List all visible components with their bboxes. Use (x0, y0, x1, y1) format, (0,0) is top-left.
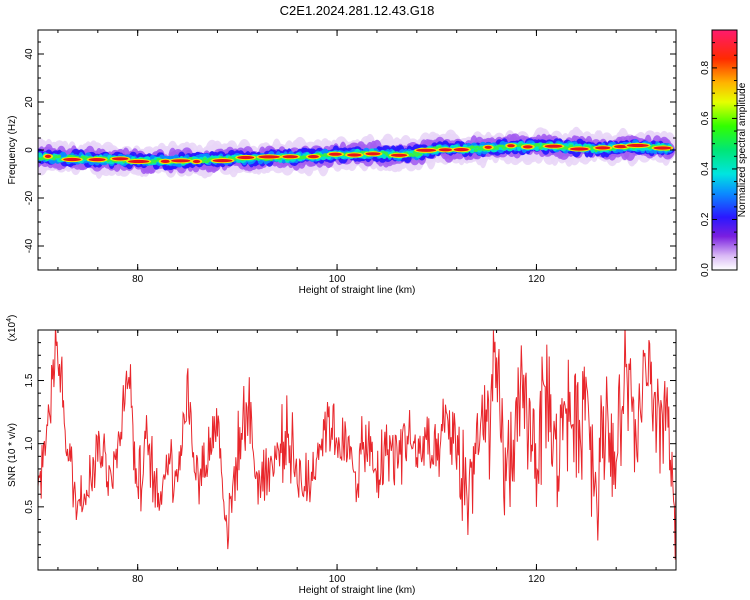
y-tick-label: 0 (24, 147, 35, 153)
spectral-amplitude-blob (568, 144, 574, 148)
y-tick-label: -40 (24, 238, 35, 253)
spectral-peak (626, 143, 649, 148)
spectral-amplitude-blob (418, 153, 423, 156)
spectral-peak (438, 148, 453, 152)
spectral-peak (365, 152, 381, 156)
spectral-amplitude-blob (202, 157, 207, 161)
spectral-amplitude-blob (254, 157, 259, 161)
spectral-amplitude-blob (52, 157, 56, 161)
colorbar: 0.0 0.2 0.4 0.6 0.8 Normalized spectral ampl… (700, 29, 748, 277)
chart-title: C2E1.2024.281.12.43.G18 (280, 3, 435, 18)
spectral-peak (416, 148, 437, 152)
spectral-peak (282, 155, 298, 159)
x-tick-label: 80 (132, 274, 144, 285)
y-tick-label: 1.0 (24, 436, 35, 450)
snr-y-ticks: 0.5 1.0 1.5 (24, 342, 676, 558)
spectral-peak (328, 152, 342, 156)
spectral-peak (522, 145, 533, 149)
colorbar-tick-label: 0.0 (700, 263, 711, 277)
spectral-peak (595, 146, 611, 150)
spectral-peak (484, 145, 492, 149)
x-tick-label: 80 (132, 574, 144, 585)
spectral-amplitude-blob (471, 146, 477, 149)
spectrogram-y-label: Frequency (Hz) (7, 116, 18, 185)
spectral-ridge (38, 126, 676, 179)
spectrogram-x-label: Height of straight line (km) (299, 285, 416, 296)
spectral-peak (112, 157, 129, 161)
x-tick-label: 120 (528, 274, 545, 285)
snr-x-label: Height of straight line (km) (299, 585, 416, 596)
x-tick-label: 100 (329, 274, 346, 285)
colorbar-tick-label: 0.4 (700, 162, 711, 176)
spectral-amplitude-blob (473, 148, 478, 152)
spectral-peak (128, 159, 150, 164)
spectral-amplitude-blob (612, 148, 616, 151)
spectral-amplitude-blob (502, 146, 507, 150)
y-tick-label: 20 (24, 96, 35, 108)
spectral-peak (653, 146, 672, 150)
x-tick-label: 120 (528, 574, 545, 585)
spectral-amplitude-blob (493, 145, 498, 148)
spectral-peak (88, 158, 106, 162)
spectral-peak (237, 155, 255, 160)
spectral-peak (63, 157, 81, 162)
spectral-amplitude-blob (411, 154, 415, 157)
spectral-peak (347, 153, 362, 157)
spectral-peak (569, 147, 589, 151)
spectral-peak (453, 148, 469, 152)
spectral-amplitude-blob (495, 147, 499, 150)
spectral-amplitude-blob (537, 143, 541, 147)
spectral-peak (258, 155, 280, 159)
colorbar-tick-label: 0.6 (700, 111, 711, 125)
snr-panel: 80 100 120 0.5 1.0 1.5 Height of straight li… (6, 315, 677, 596)
colorbar-tick-label: 0.2 (700, 212, 711, 226)
snr-multiplier-label: (x104) (6, 315, 18, 342)
spectral-peak (614, 145, 628, 149)
spectral-peak (507, 144, 515, 148)
spectral-amplitude-blob (475, 145, 480, 149)
colorbar-tick-label: 0.8 (700, 61, 711, 75)
spectrogram-panel: 80 100 120 -40 -20 0 20 40 Height of straight … (7, 29, 677, 296)
y-tick-label: 40 (24, 48, 35, 60)
snr-frame (37, 329, 677, 571)
x-tick-label: 100 (329, 574, 346, 585)
spectrogram-y-ticks: -40 -20 0 20 40 (24, 29, 676, 271)
spectral-amplitude-blob (517, 145, 521, 151)
spectral-peak (307, 155, 319, 159)
spectral-peak (171, 159, 191, 163)
colorbar-label: Normalized spectral amplitude (737, 82, 748, 217)
spectral-peak (160, 159, 171, 163)
spectral-amplitude-blob (201, 159, 206, 164)
spectral-amplitude-blob (57, 154, 62, 159)
snr-x-ticks: 80 100 120 (57, 330, 657, 585)
spectral-peak (212, 159, 233, 163)
spectral-amplitude-blob (479, 146, 484, 149)
spectral-peak (390, 153, 408, 157)
spectral-amplitude-blob (477, 147, 482, 151)
snr-series-line (38, 330, 676, 560)
spectral-amplitude-blob (501, 144, 505, 148)
spectrogram-x-ticks: 80 100 120 (57, 30, 657, 285)
y-tick-label: 0.5 (24, 499, 35, 513)
spectral-peak (544, 144, 563, 148)
spectral-peak (192, 159, 201, 164)
colorbar-ticks: 0.0 0.2 0.4 0.6 0.8 (700, 42, 737, 277)
spectral-amplitude-blob (153, 159, 159, 162)
y-tick-label: -20 (24, 190, 35, 205)
snr-y-label: SNR (10 * v/v) (7, 423, 18, 487)
colorbar-gradient (711, 29, 738, 271)
y-tick-label: 1.5 (24, 373, 35, 387)
spectral-peak (44, 154, 52, 158)
